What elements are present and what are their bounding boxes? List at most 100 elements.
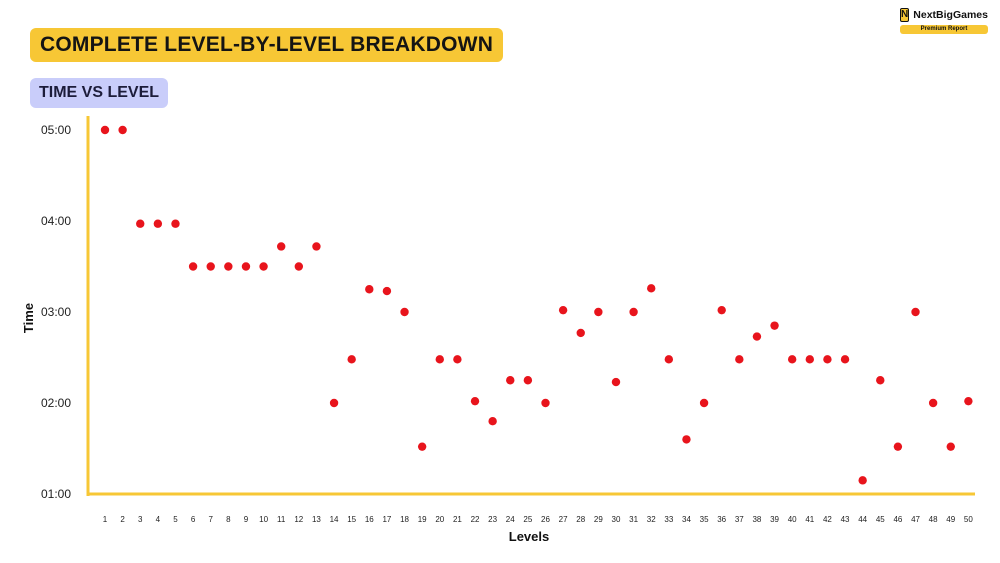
x-tick-label: 1 xyxy=(103,515,108,524)
level-point xyxy=(506,376,515,385)
x-tick-label: 27 xyxy=(559,515,568,524)
x-tick-label: 40 xyxy=(788,515,797,524)
x-tick-label: 2 xyxy=(120,515,125,524)
x-tick-label: 50 xyxy=(964,515,973,524)
brand-name: NextBigGames xyxy=(913,9,988,21)
level-point xyxy=(453,355,462,364)
x-tick-label: 18 xyxy=(400,515,409,524)
level-point xyxy=(823,355,832,364)
x-tick-label: 34 xyxy=(682,515,691,524)
x-tick-label: 29 xyxy=(594,515,603,524)
chart-subtitle: TIME VS LEVEL xyxy=(30,78,169,108)
x-tick-label: 22 xyxy=(471,515,480,524)
x-tick-label: 43 xyxy=(841,515,850,524)
level-point xyxy=(153,219,163,228)
level-point xyxy=(417,442,427,451)
x-tick-label: 12 xyxy=(294,515,303,524)
level-point xyxy=(206,262,215,271)
level-point xyxy=(470,396,480,406)
brand-mark-icon: N xyxy=(900,8,910,22)
x-tick-label: 37 xyxy=(735,515,744,524)
y-tick-label: 05:00 xyxy=(41,123,71,137)
x-tick-label: 35 xyxy=(700,515,709,524)
level-point xyxy=(224,262,233,271)
level-point xyxy=(805,355,814,364)
x-tick-label: 3 xyxy=(138,515,143,524)
level-point xyxy=(647,284,656,293)
x-tick-label: 47 xyxy=(911,515,920,524)
x-tick-label: 17 xyxy=(382,515,391,524)
level-point xyxy=(558,305,568,315)
x-tick-label: 42 xyxy=(823,515,832,524)
level-point xyxy=(188,262,198,271)
x-tick-label: 7 xyxy=(208,515,213,524)
level-point xyxy=(136,219,145,228)
x-tick-label: 32 xyxy=(647,515,656,524)
x-tick-label: 11 xyxy=(277,515,286,524)
level-point xyxy=(752,332,762,341)
x-tick-label: 33 xyxy=(664,515,673,524)
level-point xyxy=(382,286,392,296)
level-point xyxy=(664,355,674,364)
level-point xyxy=(611,377,621,387)
level-point xyxy=(365,285,374,294)
x-tick-label: 5 xyxy=(173,515,178,524)
level-point xyxy=(876,376,885,385)
level-point xyxy=(717,305,726,315)
x-tick-label: 13 xyxy=(312,515,321,524)
level-point xyxy=(329,398,339,408)
x-tick-label: 9 xyxy=(244,515,249,524)
x-tick-label: 25 xyxy=(523,515,532,524)
level-point xyxy=(488,417,497,426)
x-tick-label: 44 xyxy=(858,515,867,524)
x-tick-label: 14 xyxy=(330,515,339,524)
x-tick-label: 48 xyxy=(929,515,938,524)
level-point xyxy=(629,307,638,317)
x-tick-label: 30 xyxy=(612,515,621,524)
level-point xyxy=(576,328,585,338)
level-point xyxy=(594,307,603,317)
x-tick-label: 38 xyxy=(752,515,761,524)
level-point xyxy=(294,262,304,271)
level-point xyxy=(682,435,691,444)
level-point xyxy=(100,125,110,135)
x-tick-label: 20 xyxy=(435,515,444,524)
level-point xyxy=(787,355,797,364)
x-tick-label: 39 xyxy=(770,515,779,524)
x-tick-label: 41 xyxy=(805,515,814,524)
y-tick-label: 01:00 xyxy=(41,487,71,501)
x-tick-label: 46 xyxy=(893,515,902,524)
page-title: COMPLETE LEVEL-BY-LEVEL BREAKDOWN xyxy=(30,28,504,62)
y-tick-label: 04:00 xyxy=(41,214,71,228)
x-tick-label: 28 xyxy=(576,515,585,524)
level-point xyxy=(400,307,409,317)
level-point xyxy=(541,398,550,408)
level-point xyxy=(699,398,709,408)
level-point xyxy=(964,396,973,406)
x-tick-label: 26 xyxy=(541,515,550,524)
level-point xyxy=(312,242,321,251)
level-point xyxy=(735,355,744,364)
x-tick-label: 19 xyxy=(418,515,427,524)
x-tick-label: 49 xyxy=(946,515,955,524)
y-axis-title: Time xyxy=(21,303,36,333)
x-tick-label: 36 xyxy=(717,515,726,524)
level-point xyxy=(435,355,444,364)
level-point xyxy=(858,476,867,485)
level-point xyxy=(259,262,268,271)
x-tick-label: 23 xyxy=(488,515,497,524)
level-point xyxy=(840,355,850,364)
x-axis-title: Levels xyxy=(509,529,549,544)
level-point xyxy=(911,307,920,317)
brand-tag: Premium Report xyxy=(900,25,988,34)
y-tick-label: 03:00 xyxy=(41,305,71,319)
level-point xyxy=(118,125,127,135)
level-point xyxy=(770,321,779,330)
x-tick-label: 6 xyxy=(191,515,196,524)
level-point xyxy=(523,376,533,385)
x-tick-label: 24 xyxy=(506,515,515,524)
level-point xyxy=(347,355,356,364)
level-point xyxy=(241,262,251,271)
x-tick-label: 31 xyxy=(629,515,638,524)
